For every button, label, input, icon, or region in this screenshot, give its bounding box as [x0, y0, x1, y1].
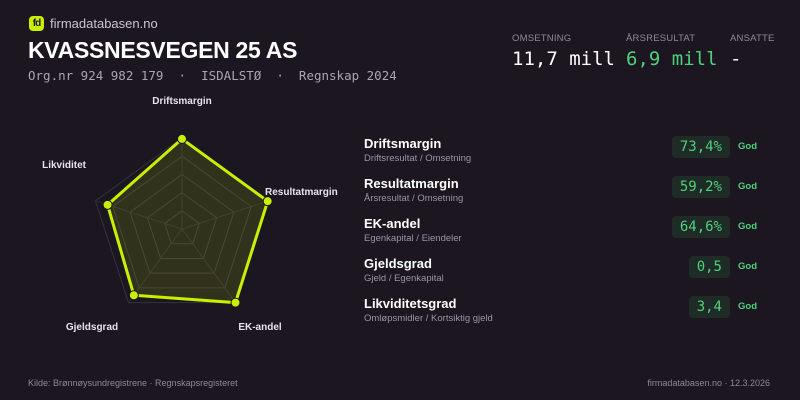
metric-value: 59,2%	[671, 176, 730, 198]
metric-name: EK-andel	[364, 216, 421, 231]
metric-value: 3,4	[688, 296, 730, 318]
radar-chart: Driftsmargin Resultatmargin EK-andel Gjelds…	[42, 96, 338, 333]
radar-axis-label: Driftsmargin	[152, 96, 211, 107]
metric-name: Resultatmargin	[364, 176, 459, 191]
metric-rating: God	[738, 261, 757, 272]
radar-data-point	[262, 196, 273, 207]
radar-data-point	[230, 297, 241, 308]
radar-data-point	[102, 199, 113, 210]
radar-data-point	[177, 133, 187, 144]
metric-value: 0,5	[688, 256, 730, 278]
brand: fd firmadatabasen.no	[29, 16, 158, 31]
metric-desc: Gjeld / Egenkapital	[364, 273, 444, 284]
kpi-omsetning: OMSETNING 11,7 mill	[512, 33, 615, 70]
radar-data-area	[105, 136, 270, 305]
footer-site-date: firmadatabasen.no · 12.3.2026	[647, 378, 770, 388]
metric-desc: Egenkapital / Eiendeler	[364, 233, 462, 244]
metric-rating: God	[738, 221, 757, 232]
kpi-value: -	[730, 48, 742, 70]
metric-rating: God	[738, 141, 757, 152]
metric-row: Likviditetsgrad Omløpsmidler / Kortsiktig…	[364, 296, 774, 336]
radar-axis-line	[128, 228, 183, 303]
radar-grid-ring	[164, 210, 200, 245]
metric-name: Driftsmargin	[364, 136, 442, 151]
metric-row: Gjeldsgrad Gjeld / Egenkapital 0,5 God	[364, 256, 774, 296]
metric-rating: God	[738, 181, 757, 192]
kpi-label: ÅRSRESULTAT	[626, 33, 696, 44]
radar-axis-label: Gjeldsgrad	[66, 322, 118, 333]
metric-desc: Omløpsmidler / Kortsiktig gjeld	[364, 313, 493, 324]
metric-row: Resultatmargin Årsresultat / Omsetning 59,…	[364, 176, 774, 216]
metric-name: Likviditetsgrad	[364, 296, 457, 311]
radar-axis-line	[181, 228, 236, 303]
kpi-value: 11,7 mill	[512, 48, 615, 70]
company-subtitle: Org.nr 924 982 179 · ISDALSTØ · Regnskap…	[28, 68, 397, 83]
kpi-value: 6,9 mill	[626, 48, 718, 70]
company-name: KVASSNESVEGEN 25 AS	[28, 37, 298, 63]
kpi-ansatte: ANSATTE -	[730, 33, 775, 70]
footer-source: Kilde: Brønnøysundregistrene · Regnskaps…	[28, 378, 238, 388]
radar-grid-ring	[146, 191, 218, 259]
radar-axis-line	[181, 200, 269, 230]
logo-icon: fd	[29, 16, 44, 31]
radar-axis-label: Likviditet	[42, 160, 87, 171]
kpi-label: ANSATTE	[730, 33, 775, 44]
metric-desc: Årsresultat / Omsetning	[364, 193, 464, 204]
metric-value: 73,4%	[671, 136, 730, 158]
radar-axis-label: EK-andel	[238, 322, 282, 333]
radar-axis-label: Resultatmargin	[265, 187, 338, 198]
radar-grid-ring	[112, 155, 252, 289]
metric-value: 64,6%	[671, 216, 730, 238]
metrics-list: Driftsmargin Driftsresultat / Omsetning 73…	[364, 136, 774, 336]
kpi-label: OMSETNING	[512, 33, 572, 44]
radar-data-point	[128, 290, 139, 301]
brand-name[interactable]: firmadatabasen.no	[50, 16, 158, 31]
metric-row: Driftsmargin Driftsresultat / Omsetning 73…	[364, 136, 774, 176]
metric-desc: Driftsresultat / Omsetning	[364, 153, 472, 164]
metric-rating: God	[738, 301, 757, 312]
metric-name: Gjeldsgrad	[364, 256, 432, 271]
metric-row: EK-andel Egenkapital / Eiendeler 64,6% God	[364, 216, 774, 256]
radar-grid-ring	[129, 173, 235, 274]
kpi-arsresultat: ÅRSRESULTAT 6,9 mill	[626, 33, 718, 70]
